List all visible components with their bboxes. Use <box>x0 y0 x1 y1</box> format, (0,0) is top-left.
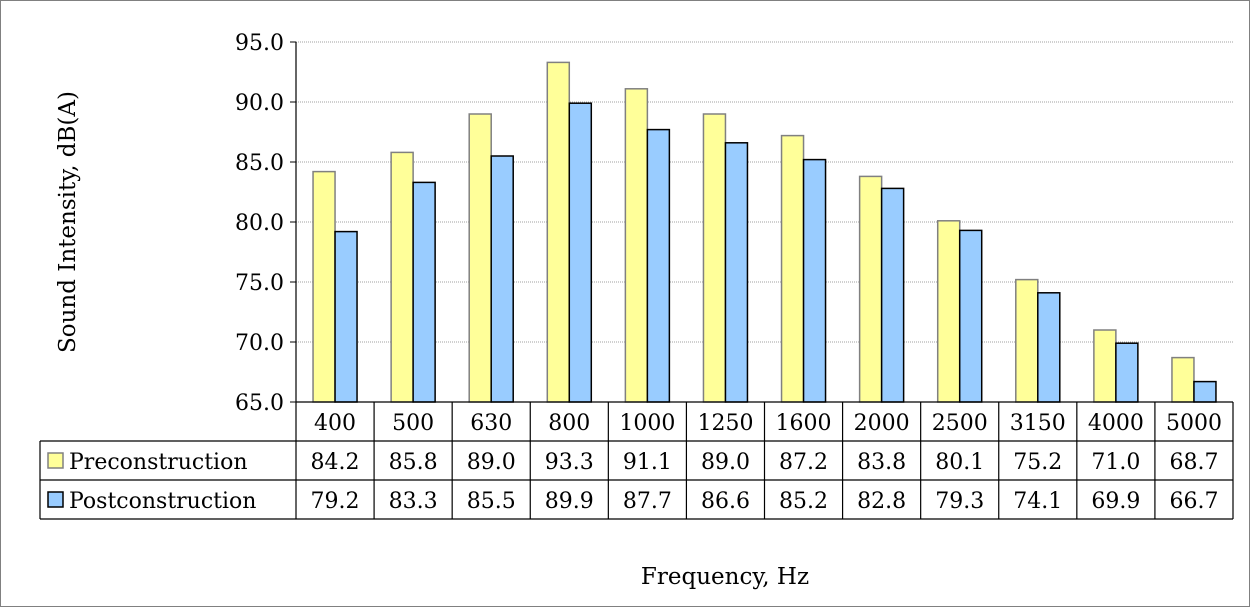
x-tick-label: 800 <box>548 411 590 436</box>
y-tick-labels: 65.0 70.0 75.0 80.0 85.0 90.0 95.0 <box>235 31 284 416</box>
x-tick-label: 400 <box>314 411 356 436</box>
y-tick-label: 95.0 <box>235 31 284 56</box>
data-label-postconstruction: 74.1 <box>1013 489 1062 514</box>
bar-postconstruction <box>568 102 593 403</box>
x-tick-label: 1250 <box>697 411 753 436</box>
bar-preconstruction <box>1093 329 1117 403</box>
x-tick-label: 2000 <box>854 411 910 436</box>
bar-preconstruction <box>390 151 414 403</box>
gridlines <box>290 41 1233 403</box>
data-label-postconstruction: 83.3 <box>389 489 438 514</box>
bar-postconstruction <box>334 230 358 403</box>
bar-preconstruction <box>546 61 571 403</box>
x-tick-label: 3150 <box>1010 411 1066 436</box>
bar-preconstruction <box>936 220 961 403</box>
data-label-postconstruction: 69.9 <box>1091 489 1140 514</box>
bar-preconstruction <box>468 113 492 403</box>
bar-postconstruction <box>724 142 749 403</box>
data-label-preconstruction: 85.8 <box>389 450 438 475</box>
bar-preconstruction <box>1171 356 1195 403</box>
data-label-preconstruction: 89.0 <box>701 450 750 475</box>
data-label-postconstruction: 87.7 <box>623 489 672 514</box>
bar-postconstruction <box>412 181 436 403</box>
data-label-preconstruction: 93.3 <box>545 450 594 475</box>
data-label-preconstruction: 83.8 <box>857 450 906 475</box>
bar-postconstruction <box>880 187 905 403</box>
x-tick-label: 4000 <box>1088 411 1144 436</box>
data-label-postconstruction: 89.9 <box>545 489 594 514</box>
bar-postconstruction <box>958 229 983 403</box>
bar-postconstruction <box>646 128 671 403</box>
data-table: 400 500 630 800 1000 1250 1600 2000 2500 3150 4000… <box>39 401 1234 520</box>
data-label-preconstruction: 87.2 <box>779 450 828 475</box>
y-tick-label: 65.0 <box>235 391 284 416</box>
data-label-preconstruction: 91.1 <box>623 450 672 475</box>
data-label-preconstruction: 84.2 <box>311 450 360 475</box>
y-tick-label: 85.0 <box>235 151 284 176</box>
data-label-postconstruction: 86.6 <box>701 489 750 514</box>
x-tick-label: 630 <box>470 411 512 436</box>
y-tick-label: 90.0 <box>235 91 284 116</box>
data-label-postconstruction: 82.8 <box>857 489 906 514</box>
x-axis-title: Frequency, Hz <box>641 564 809 590</box>
bar-preconstruction <box>312 170 336 403</box>
data-label-postconstruction: 85.2 <box>779 489 828 514</box>
x-tick-label: 500 <box>392 411 434 436</box>
legend-label-preconstruction: Preconstruction <box>69 450 248 475</box>
legend-label-postconstruction: Postconstruction <box>69 489 256 514</box>
data-label-postconstruction: 85.5 <box>467 489 516 514</box>
bar-postconstruction <box>802 158 827 403</box>
data-label-postconstruction: 66.7 <box>1169 489 1218 514</box>
bar-preconstruction <box>1015 278 1039 403</box>
y-tick-label: 70.0 <box>235 331 284 356</box>
data-label-postconstruction: 79.2 <box>311 489 360 514</box>
bars <box>312 61 1217 403</box>
legend-swatch-preconstruction <box>47 452 64 469</box>
data-label-preconstruction: 68.7 <box>1169 450 1218 475</box>
legend-swatch-postconstruction <box>47 491 64 508</box>
data-label-preconstruction: 71.0 <box>1091 450 1140 475</box>
bar-postconstruction <box>1193 380 1217 403</box>
y-tick-label: 75.0 <box>235 271 284 296</box>
data-label-preconstruction: 80.1 <box>935 450 984 475</box>
bar-preconstruction <box>858 175 883 403</box>
bar-postconstruction <box>1037 292 1061 403</box>
data-label-preconstruction: 89.0 <box>467 450 516 475</box>
bar-postconstruction <box>490 155 514 403</box>
data-label-postconstruction: 79.3 <box>935 489 984 514</box>
bar-preconstruction <box>702 113 727 403</box>
data-label-preconstruction: 75.2 <box>1013 450 1062 475</box>
x-tick-label: 1000 <box>619 411 675 436</box>
bar-postconstruction <box>1115 342 1139 403</box>
x-tick-label: 5000 <box>1166 411 1222 436</box>
x-tick-label: 1600 <box>776 411 832 436</box>
y-tick-label: 80.0 <box>235 211 284 236</box>
y-axis-title: Sound Intensity, dB(A) <box>55 91 81 353</box>
x-tick-label: 2500 <box>932 411 988 436</box>
bar-preconstruction <box>624 88 649 403</box>
bar-preconstruction <box>780 134 805 403</box>
